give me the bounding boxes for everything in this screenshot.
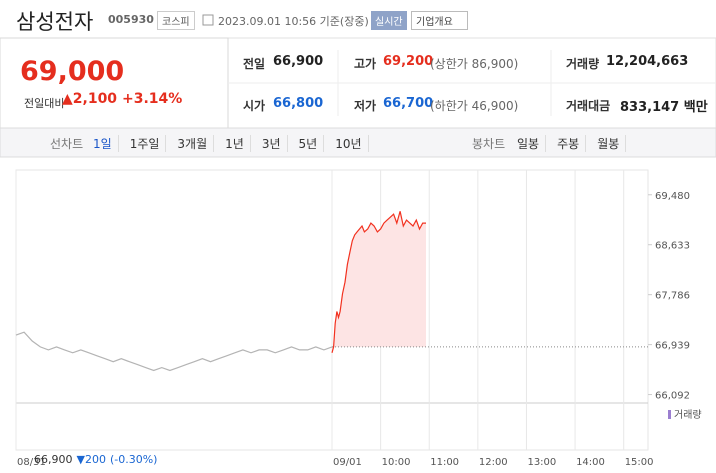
x-tick-label: 11:00 bbox=[430, 457, 459, 468]
calendar-icon bbox=[202, 14, 214, 26]
tab[interactable]: 주봉 bbox=[557, 135, 587, 152]
x-tick-label: 13:00 bbox=[527, 457, 556, 468]
stat-label: 거래량 bbox=[566, 57, 600, 71]
stat-label: 거래대금 bbox=[566, 99, 611, 113]
footer-pct: (-0.30%) bbox=[109, 453, 158, 466]
stat-value: 66,800 bbox=[273, 96, 324, 111]
x-tick-label: 12:00 bbox=[479, 457, 508, 468]
y-tick-label: 66,939 bbox=[655, 341, 690, 352]
stat-note: (상한가 86,900) bbox=[430, 57, 519, 71]
area bbox=[332, 211, 426, 353]
price-line bbox=[15, 331, 333, 372]
x-tick-label: 15:00 bbox=[625, 457, 654, 468]
market-badge: 코스피 bbox=[157, 11, 195, 30]
tab-group-label: 봉차트 bbox=[472, 137, 506, 151]
stock-code: 005930 bbox=[108, 13, 154, 26]
stat-value: 69,200 bbox=[383, 54, 434, 69]
volume-legend-swatch bbox=[668, 410, 671, 419]
tab-bar bbox=[0, 127, 716, 158]
y-tick-label: 68,633 bbox=[655, 241, 690, 252]
current-price: 69,000 bbox=[20, 56, 125, 87]
tab[interactable]: 3년 bbox=[262, 135, 288, 152]
tab[interactable]: 5년 bbox=[299, 135, 325, 152]
tab[interactable]: 1일 bbox=[93, 135, 119, 152]
stat-value: 833,147 백만 bbox=[620, 100, 708, 115]
tab[interactable]: 3개월 bbox=[177, 135, 215, 152]
y-tick-label: 69,480 bbox=[655, 191, 690, 202]
stat-label: 고가 bbox=[354, 57, 377, 71]
timestamp: 2023.09.01 10:56 기준(장중) bbox=[218, 15, 369, 28]
stat-note: (하한가 46,900) bbox=[430, 99, 519, 113]
candle-tabs: 일봉 주봉 월봉 bbox=[517, 135, 627, 152]
stat-label: 저가 bbox=[354, 99, 377, 113]
stock-name: 삼성전자 bbox=[16, 10, 94, 34]
tab[interactable]: 일봉 bbox=[517, 135, 547, 152]
tab[interactable]: 월봉 bbox=[597, 135, 627, 152]
change-pct: +3.14% bbox=[122, 91, 183, 107]
footer-price: 66,900 bbox=[34, 453, 73, 466]
stat-value: 66,700 bbox=[383, 96, 434, 111]
tab[interactable]: 1년 bbox=[225, 135, 251, 152]
x-tick-label: 09/01 bbox=[333, 457, 362, 468]
line-tabs: 1일 1주일 3개월 1년 3년 5년 10년 bbox=[93, 135, 369, 152]
y-tick-label: 66,092 bbox=[655, 391, 690, 402]
volume-legend: 거래량 bbox=[674, 409, 702, 421]
stat-value: 12,204,663 bbox=[606, 54, 689, 69]
x-tick-label: 08/31 bbox=[17, 457, 46, 468]
y-tick-label: 67,786 bbox=[655, 291, 690, 302]
stat-value: 66,900 bbox=[273, 54, 324, 69]
change: ▲2,100 bbox=[62, 91, 118, 107]
tab[interactable]: 10년 bbox=[335, 135, 369, 152]
price-line bbox=[331, 211, 426, 353]
tab[interactable]: 1주일 bbox=[130, 135, 167, 152]
stat-label: 시가 bbox=[243, 99, 266, 113]
x-tick-label: 10:00 bbox=[382, 457, 411, 468]
change-label: 전일대비 bbox=[24, 97, 65, 110]
x-tick-label: 14:00 bbox=[576, 457, 605, 468]
tab-group-label: 선차트 bbox=[50, 137, 84, 151]
footer: 66,900 ▼200 (-0.30%) bbox=[34, 453, 157, 466]
company-menu[interactable]: 기업개요 bbox=[411, 11, 468, 30]
footer-change: ▼200 bbox=[76, 453, 106, 466]
realtime-button[interactable]: 실시간 bbox=[371, 11, 407, 30]
stat-label: 전일 bbox=[243, 57, 266, 71]
